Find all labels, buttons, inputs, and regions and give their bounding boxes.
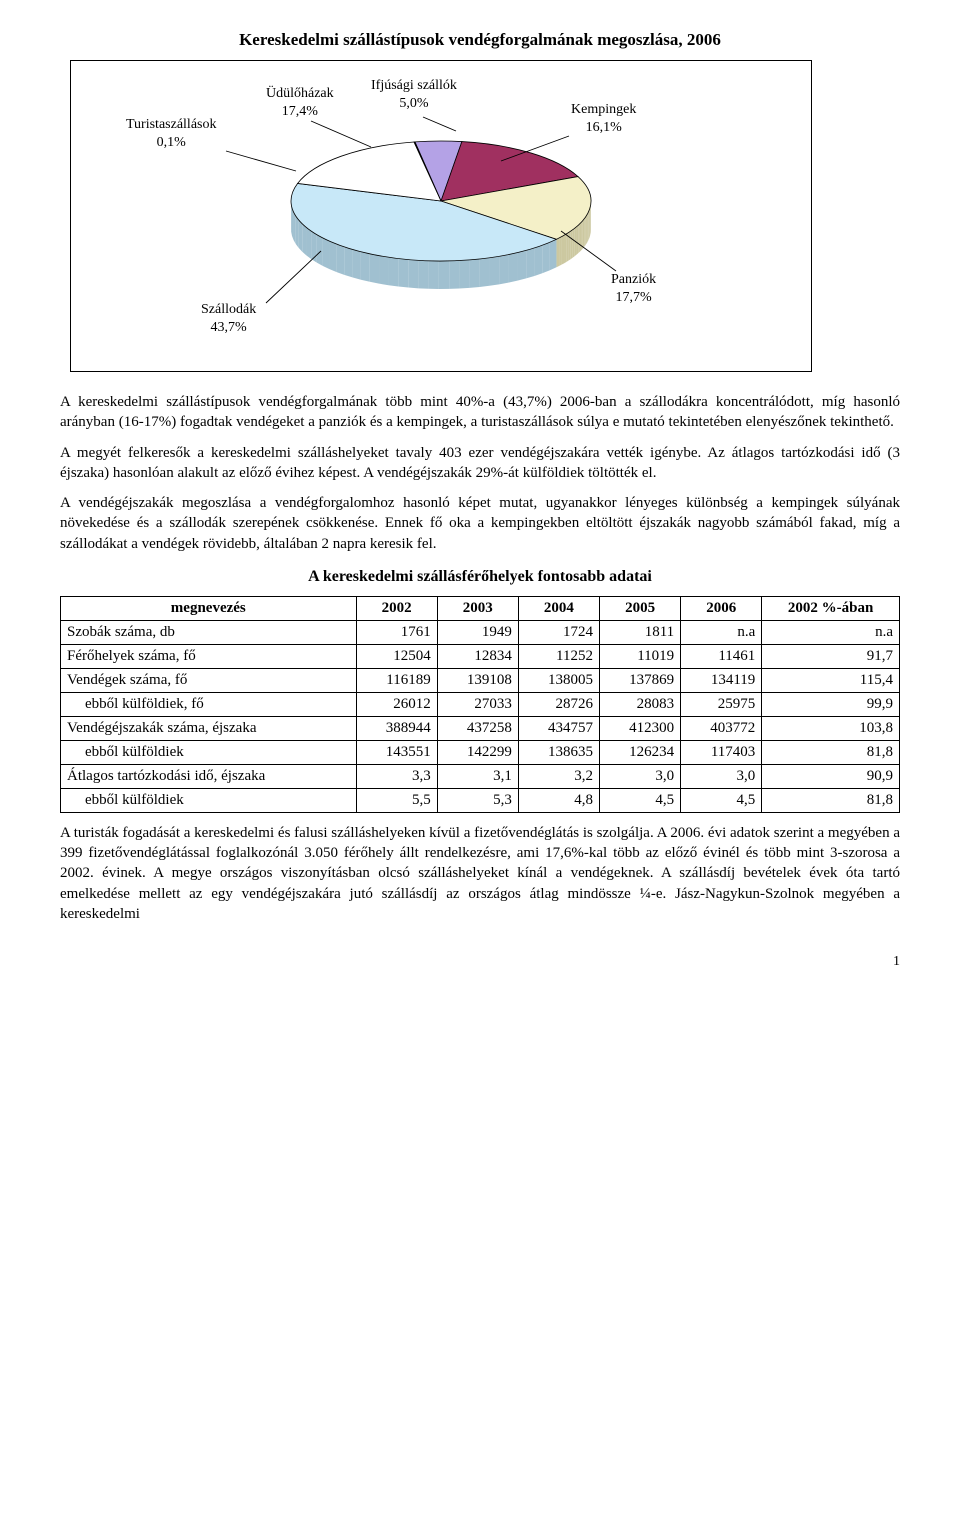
table-cell: 28083 xyxy=(600,692,681,716)
table-row: Férőhelyek száma, fő12504128341125211019… xyxy=(61,644,900,668)
table-row: ebből külföldiek143551142299138635126234… xyxy=(61,740,900,764)
table-cell: 12504 xyxy=(356,644,437,668)
table-row: Átlagos tartózkodási idő, éjszaka3,33,13… xyxy=(61,764,900,788)
label-ifjusagi-name: Ifjúsági szállók xyxy=(371,78,457,93)
table-cell: 4,8 xyxy=(518,788,599,812)
table-cell: Férőhelyek száma, fő xyxy=(61,644,357,668)
col-2005: 2005 xyxy=(600,596,681,620)
table-cell: 437258 xyxy=(437,716,518,740)
col-2004: 2004 xyxy=(518,596,599,620)
paragraph-3: A vendégéjszakák megoszlása a vendégforg… xyxy=(60,493,900,554)
table-cell: 126234 xyxy=(600,740,681,764)
table-cell: 137869 xyxy=(600,668,681,692)
label-panziok: Panziók 17,7% xyxy=(611,271,656,306)
table-cell: 4,5 xyxy=(600,788,681,812)
table-cell: 434757 xyxy=(518,716,599,740)
table-cell: Szobák száma, db xyxy=(61,620,357,644)
table-cell: 138005 xyxy=(518,668,599,692)
table-cell: 138635 xyxy=(518,740,599,764)
label-kempingek-pct: 16,1% xyxy=(586,120,622,135)
label-kempingek-name: Kempingek xyxy=(571,102,636,117)
table-cell: 25975 xyxy=(681,692,762,716)
table-cell: 388944 xyxy=(356,716,437,740)
table-cell: 3,2 xyxy=(518,764,599,788)
table-row: Szobák száma, db1761194917241811n.an.a xyxy=(61,620,900,644)
table-cell: 81,8 xyxy=(762,740,900,764)
label-udulohazak-name: Üdülőházak xyxy=(266,86,334,101)
pie-chart-container: Ifjúsági szállók 5,0% Kempingek 16,1% Pa… xyxy=(70,60,812,372)
col-2003: 2003 xyxy=(437,596,518,620)
table-cell: 5,5 xyxy=(356,788,437,812)
table-cell: 139108 xyxy=(437,668,518,692)
table-row: ebből külföldiek5,55,34,84,54,581,8 xyxy=(61,788,900,812)
label-turistaszallasok-name: Turistaszállások xyxy=(126,117,216,132)
table-cell: 3,1 xyxy=(437,764,518,788)
col-2002pct: 2002 %-ában xyxy=(762,596,900,620)
col-megnevezes: megnevezés xyxy=(61,596,357,620)
col-2002: 2002 xyxy=(356,596,437,620)
table-cell: 116189 xyxy=(356,668,437,692)
table-cell: 117403 xyxy=(681,740,762,764)
table-cell: 103,8 xyxy=(762,716,900,740)
label-szallodak: Szállodák 43,7% xyxy=(201,301,256,336)
table-cell: 412300 xyxy=(600,716,681,740)
table-cell: 5,3 xyxy=(437,788,518,812)
label-turistaszallasok: Turistaszállások 0,1% xyxy=(126,116,216,151)
table-cell: ebből külföldiek xyxy=(61,788,357,812)
table-row: Vendégéjszakák száma, éjszaka38894443725… xyxy=(61,716,900,740)
table-cell: 3,0 xyxy=(681,764,762,788)
label-szallodak-name: Szállodák xyxy=(201,302,256,317)
label-panziok-name: Panziók xyxy=(611,272,656,287)
paragraph-2: A megyét felkeresők a kereskedelmi száll… xyxy=(60,443,900,484)
table-cell: 91,7 xyxy=(762,644,900,668)
table-cell: 28726 xyxy=(518,692,599,716)
label-ifjusagi-pct: 5,0% xyxy=(399,96,428,111)
label-szallodak-pct: 43,7% xyxy=(211,320,247,335)
table-cell: Átlagos tartózkodási idő, éjszaka xyxy=(61,764,357,788)
label-turistaszallasok-pct: 0,1% xyxy=(157,135,186,150)
table-cell: 90,9 xyxy=(762,764,900,788)
table-cell: 81,8 xyxy=(762,788,900,812)
table-cell: Vendégek száma, fő xyxy=(61,668,357,692)
table-cell: 3,3 xyxy=(356,764,437,788)
table-cell: 4,5 xyxy=(681,788,762,812)
table-cell: 1949 xyxy=(437,620,518,644)
table-cell: 403772 xyxy=(681,716,762,740)
table-cell: 12834 xyxy=(437,644,518,668)
table-cell: ebből külföldiek, fő xyxy=(61,692,357,716)
table-row: Vendégek száma, fő1161891391081380051378… xyxy=(61,668,900,692)
table-title: A kereskedelmi szállásférőhelyek fontosa… xyxy=(60,568,900,586)
table-cell: 115,4 xyxy=(762,668,900,692)
page-number: 1 xyxy=(60,954,900,970)
table-cell: 11019 xyxy=(600,644,681,668)
label-udulohazak-pct: 17,4% xyxy=(282,104,318,119)
table-cell: 134119 xyxy=(681,668,762,692)
table-cell: 11461 xyxy=(681,644,762,668)
table-cell: 99,9 xyxy=(762,692,900,716)
label-panziok-pct: 17,7% xyxy=(615,290,651,305)
chart-title: Kereskedelmi szállástípusok vendégforgal… xyxy=(60,30,900,50)
table-cell: Vendégéjszakák száma, éjszaka xyxy=(61,716,357,740)
table-cell: 3,0 xyxy=(600,764,681,788)
table-header-row: megnevezés 2002 2003 2004 2005 2006 2002… xyxy=(61,596,900,620)
table-cell: 1761 xyxy=(356,620,437,644)
table-cell: n.a xyxy=(762,620,900,644)
label-ifjusagi: Ifjúsági szállók 5,0% xyxy=(371,77,457,112)
table-cell: 142299 xyxy=(437,740,518,764)
table-cell: 11252 xyxy=(518,644,599,668)
paragraph-4: A turisták fogadását a kereskedelmi és f… xyxy=(60,823,900,924)
label-kempingek: Kempingek 16,1% xyxy=(571,101,636,136)
data-table: megnevezés 2002 2003 2004 2005 2006 2002… xyxy=(60,596,900,813)
label-udulohazak: Üdülőházak 17,4% xyxy=(266,85,334,120)
table-cell: 1811 xyxy=(600,620,681,644)
table-cell: ebből külföldiek xyxy=(61,740,357,764)
table-cell: n.a xyxy=(681,620,762,644)
table-cell: 143551 xyxy=(356,740,437,764)
table-row: ebből külföldiek, fő26012270332872628083… xyxy=(61,692,900,716)
table-cell: 26012 xyxy=(356,692,437,716)
paragraph-1: A kereskedelmi szállástípusok vendégforg… xyxy=(60,392,900,433)
table-cell: 27033 xyxy=(437,692,518,716)
table-cell: 1724 xyxy=(518,620,599,644)
col-2006: 2006 xyxy=(681,596,762,620)
